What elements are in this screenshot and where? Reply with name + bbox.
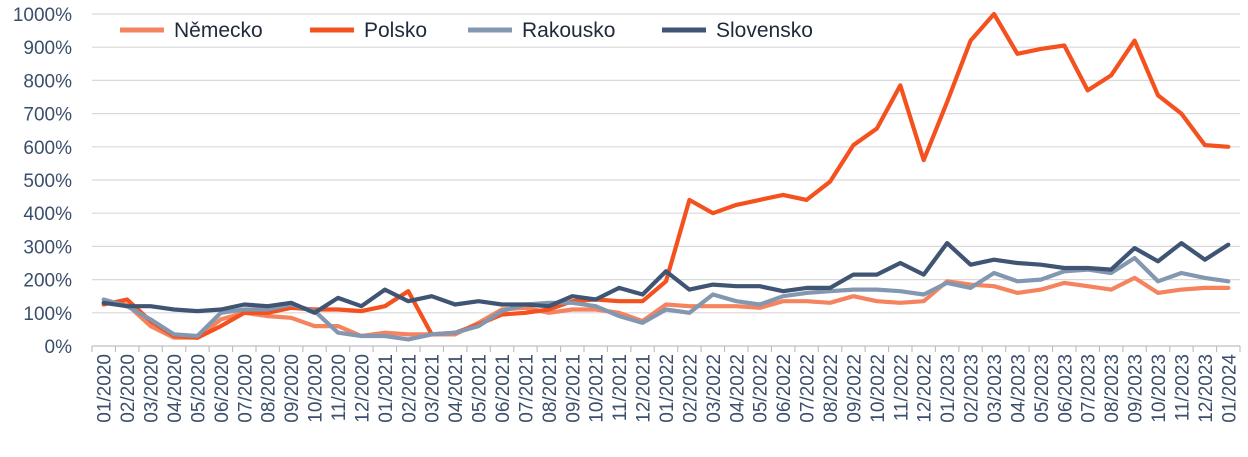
y-tick-label: 600% (23, 138, 72, 159)
x-tick-label: 04/2023 (1008, 354, 1029, 423)
x-tick-label: 03/2023 (985, 354, 1006, 423)
x-tick-label: 04/2020 (165, 354, 186, 423)
x-tick-label: 09/2023 (1126, 354, 1147, 423)
gridlines (91, 13, 1241, 352)
x-tick-label: 08/2020 (259, 354, 280, 423)
x-tick-label: 07/2020 (235, 354, 256, 423)
x-tick-label: 09/2021 (563, 354, 584, 423)
x-tick-label: 01/2024 (1219, 354, 1240, 423)
x-tick-label: 05/2022 (751, 354, 772, 423)
y-tick-label: 300% (23, 237, 72, 258)
x-tick-label: 11/2020 (329, 354, 350, 421)
legend-label: Slovensko (716, 19, 813, 42)
series-lines (101, 11, 1231, 342)
x-tick-label: 10/2023 (1149, 354, 1170, 423)
x-tick-label: 10/2020 (306, 354, 327, 423)
x-tick-label: 06/2022 (774, 354, 795, 423)
y-tick-label: 800% (23, 71, 72, 92)
x-tick-label: 03/2020 (142, 354, 163, 423)
x-tick-label: 12/2021 (634, 354, 655, 423)
legend-label: Rakousko (522, 19, 615, 42)
x-tick-label: 01/2023 (938, 354, 959, 423)
x-tick-label: 01/2020 (95, 354, 116, 423)
x-tick-label: 03/2021 (423, 354, 444, 423)
x-axis-tick-labels: 01/2020 02/2020 03/2020 04/2020 05/2020 06/20… (95, 354, 1241, 423)
x-tick-label: 02/2023 (962, 354, 983, 423)
x-tick-label: 05/2023 (1032, 354, 1053, 423)
x-tick-label: 09/2022 (844, 354, 865, 423)
y-tick-label: 400% (23, 204, 72, 225)
series-line-polsko (101, 11, 1231, 340)
x-tick-label: 06/2021 (493, 354, 514, 423)
series-line-německo (101, 275, 1231, 340)
y-tick-label: 0% (45, 337, 73, 358)
legend-label: Polsko (364, 19, 427, 42)
x-tick-label: 11/2023 (1172, 354, 1193, 421)
x-tick-label: 01/2021 (376, 354, 397, 423)
x-tick-label: 09/2020 (282, 354, 303, 423)
legend: Německo Polsko Rakousko Slovensko (120, 19, 813, 42)
x-tick-label: 02/2020 (118, 354, 139, 423)
x-tick-label: 08/2022 (821, 354, 842, 423)
x-tick-label: 07/2023 (1079, 354, 1100, 423)
y-tick-label: 100% (23, 304, 72, 325)
x-tick-label: 08/2023 (1102, 354, 1123, 423)
x-tick-label: 03/2022 (704, 354, 725, 423)
x-tick-label: 12/2020 (352, 354, 373, 423)
x-tick-label: 05/2021 (470, 354, 491, 423)
x-tick-label: 04/2021 (446, 354, 467, 423)
y-tick-label: 200% (23, 271, 72, 292)
x-tick-label: 06/2023 (1055, 354, 1076, 423)
x-tick-label: 07/2021 (516, 354, 537, 423)
x-tick-label: 07/2022 (798, 354, 819, 423)
x-tick-label: 10/2022 (868, 354, 889, 423)
y-tick-label: 1000% (13, 5, 72, 26)
x-tick-label: 10/2021 (587, 354, 608, 423)
y-tick-label: 900% (23, 38, 72, 59)
x-tick-label: 11/2021 (610, 354, 631, 421)
x-tick-label: 08/2021 (540, 354, 561, 423)
legend-label: Německo (174, 19, 263, 42)
series-line-slovensko (101, 241, 1231, 315)
x-tick-label: 01/2022 (657, 354, 678, 423)
y-axis-tick-labels: 0% 100% 200% 300% 400% 500% 600% 700% 800% 900% 10… (13, 5, 72, 358)
y-tick-label: 700% (23, 105, 72, 126)
x-tick-label: 02/2021 (399, 354, 420, 423)
y-tick-label: 500% (23, 171, 72, 192)
x-tick-label: 11/2022 (891, 354, 912, 421)
x-tick-label: 05/2020 (188, 354, 209, 423)
x-tick-label: 04/2022 (727, 354, 748, 423)
x-tick-label: 02/2022 (680, 354, 701, 423)
x-tick-label: 12/2022 (915, 354, 936, 423)
x-tick-label: 06/2020 (212, 354, 233, 423)
x-tick-label: 12/2023 (1196, 354, 1217, 423)
